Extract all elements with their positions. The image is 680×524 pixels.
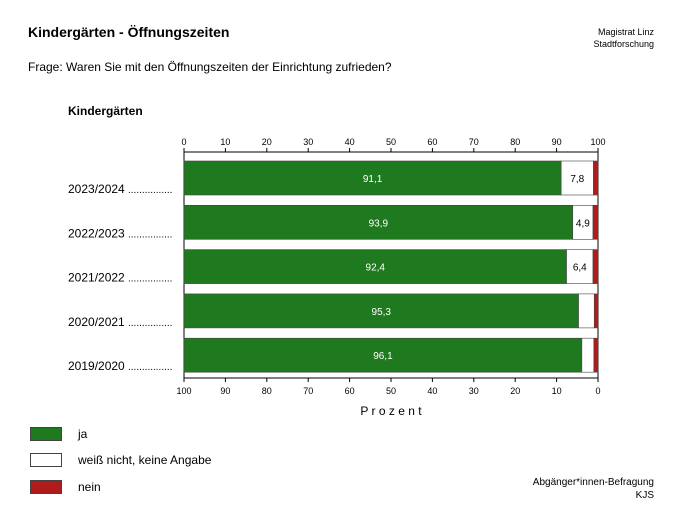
- category-label-dots: ................: [128, 362, 172, 373]
- source-line-1: Abgänger*innen-Befragung: [532, 477, 654, 488]
- bar-value-label: 95,3: [372, 307, 392, 318]
- top-axis-tick-label: 50: [386, 137, 396, 147]
- bar-value-label: 93,9: [369, 218, 389, 229]
- bar-value-label: 7,8: [570, 174, 584, 185]
- bottom-axis-tick-label: 80: [262, 386, 272, 396]
- top-axis-tick-label: 40: [345, 137, 355, 147]
- source-line-2: KJS: [635, 490, 654, 501]
- bottom-axis-tick-label: 100: [176, 386, 191, 396]
- survey-question: Frage: Waren Sie mit den Öffnungszeiten …: [28, 60, 392, 74]
- top-axis-tick-label: 10: [220, 137, 230, 147]
- bar-segment-nein: [593, 337, 599, 373]
- top-axis-tick-label: 80: [510, 137, 520, 147]
- bar-segment-ja: [183, 205, 574, 240]
- bottom-axis-tick-label: 30: [469, 386, 479, 396]
- source-label: Abgänger*innen-Befragung KJS: [533, 476, 654, 502]
- bottom-axis-tick-label: 50: [386, 386, 396, 396]
- bar-value-label: 4,9: [576, 218, 590, 229]
- category-label: 2019/2020: [68, 359, 125, 373]
- category-label: 2021/2022: [68, 271, 125, 285]
- top-axis-tick-label: 100: [590, 137, 605, 147]
- top-axis-tick-label: 90: [552, 137, 562, 147]
- top-axis-tick-label: 70: [469, 137, 479, 147]
- bar-segment-nein: [592, 205, 599, 240]
- category-label: 2020/2021: [68, 315, 125, 329]
- bottom-axis-tick-label: 40: [427, 386, 437, 396]
- legend-label: nein: [78, 480, 101, 494]
- bar-segment-weiß-nicht: [560, 160, 594, 196]
- top-axis-tick-label: 20: [262, 137, 272, 147]
- top-axis-tick-label: 60: [427, 137, 437, 147]
- chart-title: Kindergärten - Öffnungszeiten: [28, 24, 230, 40]
- legend-swatch: [30, 427, 62, 441]
- organization-line-1: Magistrat Linz: [597, 27, 654, 37]
- bar-segment-weiß-nicht: [578, 293, 595, 329]
- organization-line-2: Stadtforschung: [593, 39, 654, 49]
- top-axis-tick-label: 0: [181, 137, 186, 147]
- bar-segment-nein: [593, 293, 599, 329]
- bar-segment-ja: [183, 337, 583, 373]
- bar-segment-ja: [183, 160, 562, 196]
- category-label-dots: ................: [128, 318, 172, 329]
- category-label: 2023/2024: [68, 182, 125, 196]
- bottom-axis-tick-label: 70: [303, 386, 313, 396]
- bar-segment-weiß-nicht: [581, 337, 595, 373]
- bar-segment-ja: [183, 293, 579, 329]
- organization-label: Magistrat Linz Stadtforschung: [593, 26, 654, 50]
- legend-swatch: [30, 480, 62, 494]
- bar-segment-nein: [593, 160, 599, 196]
- bottom-axis-tick-label: 20: [510, 386, 520, 396]
- bottom-axis-tick-label: 0: [595, 386, 600, 396]
- chart-subheading: Kindergärten: [68, 104, 143, 118]
- bar-value-label: 91,1: [363, 174, 383, 185]
- bar-segment-weiß-nicht: [566, 249, 594, 284]
- category-label-dots: ................: [128, 274, 172, 285]
- top-axis-tick-label: 30: [303, 137, 313, 147]
- bar-value-label: 6,4: [573, 263, 587, 274]
- bottom-axis-tick-label: 60: [345, 386, 355, 396]
- legend-swatch: [30, 453, 62, 467]
- category-label-dots: ................: [128, 185, 172, 196]
- legend-label: weiß nicht, keine Angabe: [78, 453, 212, 467]
- category-label-dots: ................: [128, 229, 172, 240]
- bar-value-label: 96,1: [373, 351, 393, 362]
- bar-segment-ja: [183, 249, 567, 284]
- bar-segment-nein: [592, 249, 599, 284]
- bottom-axis-tick-label: 10: [552, 386, 562, 396]
- legend-label: ja: [78, 427, 88, 441]
- bar-value-label: 92,4: [366, 263, 386, 274]
- x-axis-title: P r o z e n t: [360, 404, 422, 418]
- bottom-axis-tick-label: 90: [220, 386, 230, 396]
- category-label: 2022/2023: [68, 226, 125, 240]
